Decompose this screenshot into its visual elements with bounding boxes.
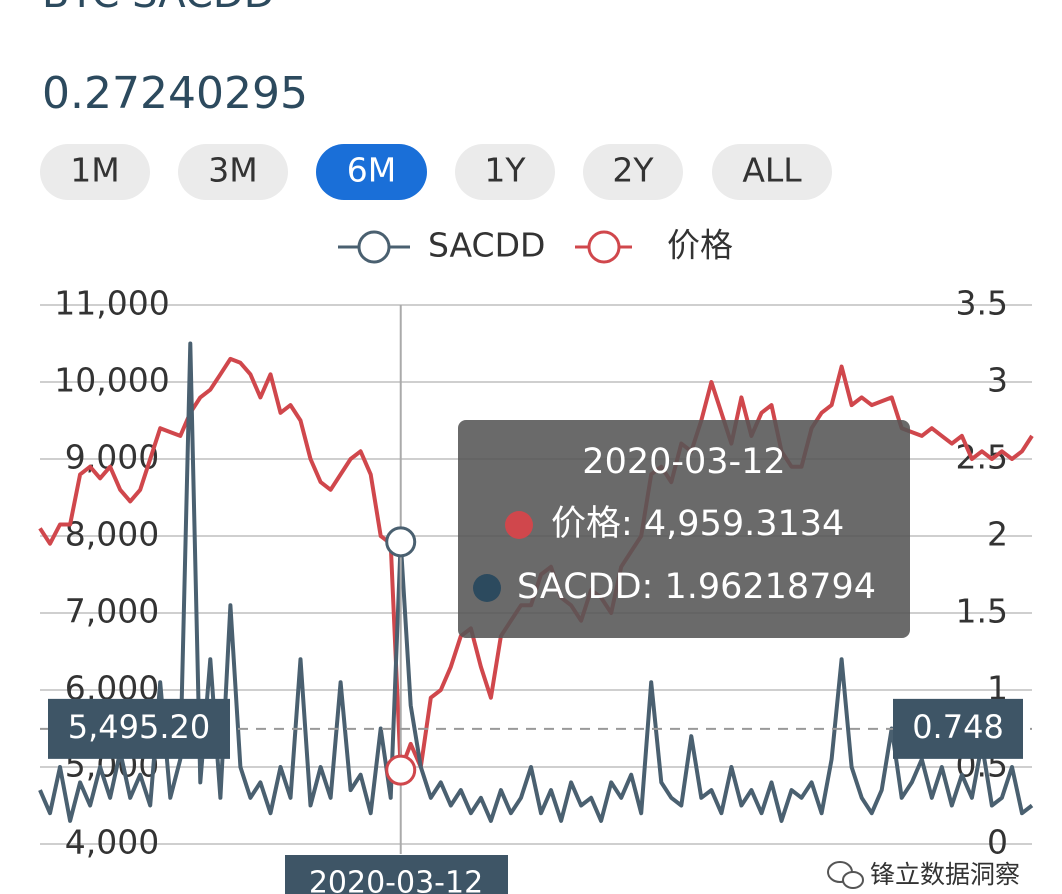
watermark: 锋立数据洞察: [870, 860, 1020, 889]
range-button-label[interactable]: 1M: [70, 151, 119, 190]
y-tick-label: 11,000: [54, 284, 169, 323]
range-button-label[interactable]: 2Y: [612, 151, 654, 190]
range-button[interactable]: [316, 144, 427, 200]
y2-tick-label: 1.5: [956, 592, 1008, 631]
crosshair-y2-box: [893, 698, 1023, 759]
range-button-label[interactable]: 3M: [208, 151, 257, 190]
range-button-label[interactable]: 1Y: [484, 151, 526, 190]
y-tick-label: 4,000: [65, 823, 159, 862]
crosshair-y-label: 5,495.20: [68, 708, 211, 746]
legend-marker: [357, 230, 391, 264]
legend-label: 价格: [667, 226, 733, 265]
y2-tick-label: 1: [987, 669, 1008, 708]
range-button[interactable]: [455, 144, 555, 200]
y-tick-label: 8,000: [65, 515, 159, 554]
y2-tick-label: 2: [987, 515, 1008, 554]
y2-tick-label: 3: [987, 361, 1008, 400]
crosshair-x-box: [285, 855, 508, 894]
tooltip-dot: [473, 574, 501, 602]
crosshair-point: [385, 754, 417, 786]
tooltip: [458, 420, 910, 638]
tooltip-line: 价格: 4,959.3134: [551, 504, 844, 544]
range-button[interactable]: [583, 144, 683, 200]
y2-tick-label: 3.5: [956, 284, 1008, 323]
crosshair-y2-label: 0.748: [912, 708, 1004, 746]
legend-marker: [587, 230, 621, 264]
page-title: BTC SACDD: [42, 0, 275, 17]
watermark-icon: [842, 871, 864, 889]
range-button-label[interactable]: 6M: [347, 151, 396, 190]
y2-tick-label: 0: [987, 823, 1008, 862]
range-button-label[interactable]: ALL: [742, 151, 802, 190]
crosshair-x-label: 2020-03-12: [309, 866, 483, 894]
range-button[interactable]: [712, 144, 832, 200]
crosshair-y-box: [48, 698, 230, 759]
crosshair-point: [385, 526, 417, 558]
y-tick-label: 10,000: [54, 361, 169, 400]
tooltip-title: 2020-03-12: [582, 442, 785, 482]
tooltip-line: SACDD: 1.96218794: [517, 567, 876, 607]
range-button[interactable]: [40, 144, 150, 200]
range-button[interactable]: [178, 144, 288, 200]
tooltip-dot: [505, 511, 533, 539]
current-value: 0.27240295: [42, 68, 308, 119]
legend-label: SACDD: [428, 226, 545, 265]
y-tick-label: 7,000: [65, 592, 159, 631]
